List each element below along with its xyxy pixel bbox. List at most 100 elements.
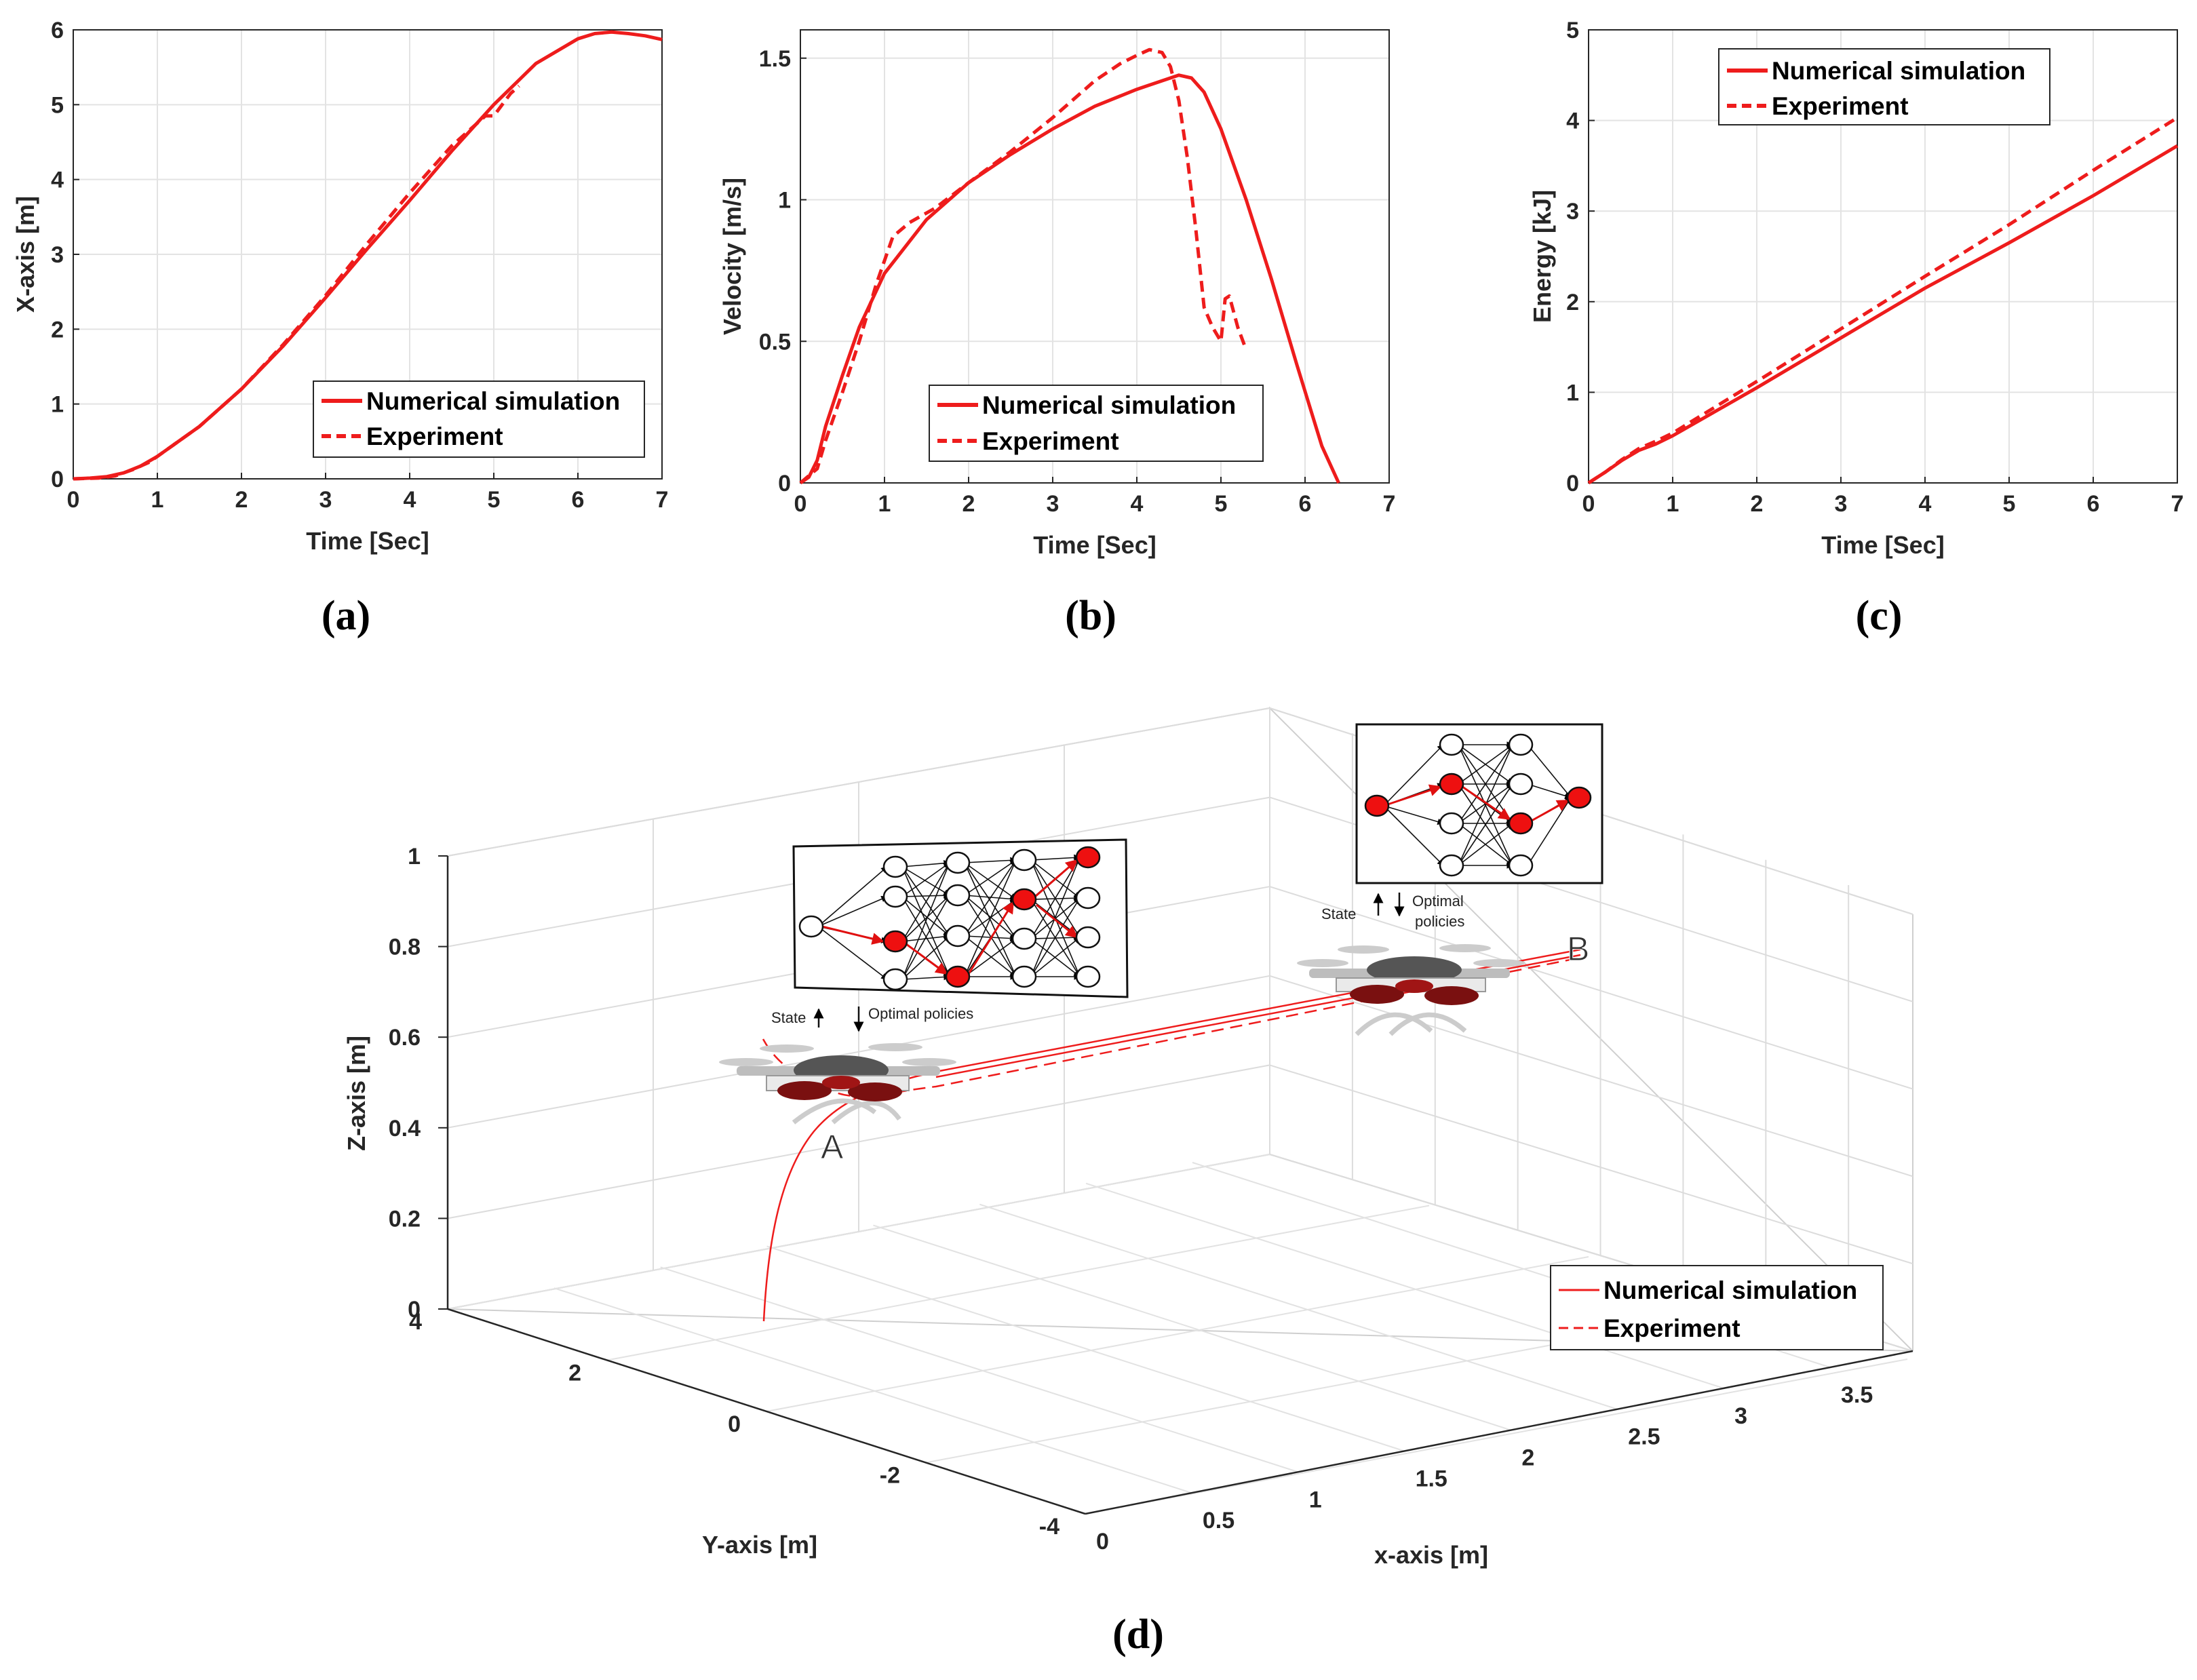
chart-d-xgrid-floor (766, 1245, 1405, 1452)
nn-active-edge (906, 943, 948, 975)
chart-c-xtick-label: 6 (2087, 491, 2100, 517)
nn-node (1075, 886, 1101, 910)
chart-d-ztick-label: 0.6 (389, 1025, 421, 1051)
chart-c-legend[interactable]: Numerical simulation Experiment (1718, 48, 2050, 125)
nn-node (1011, 888, 1037, 911)
chart-a-xtick-label: 2 (235, 487, 248, 513)
nn-active-edge (1387, 784, 1442, 806)
chart-a-xtick-label: 0 (67, 487, 80, 513)
chart-d-ztick-label: 1 (408, 844, 421, 870)
chart-a-x-label: Time [Sec] (306, 527, 429, 555)
nn-edge (1030, 857, 1081, 977)
drone-b-image (1297, 944, 1525, 1036)
chart-d-ztick-label: 0.8 (389, 935, 421, 960)
nn-edge (901, 862, 950, 897)
chart-d-ztick-label: 0.4 (389, 1116, 421, 1141)
nn-edge (964, 862, 1017, 977)
chart-d-xtick-label: 2.5 (1628, 1424, 1660, 1450)
nn-edge (964, 895, 1017, 939)
nn-node (945, 924, 971, 948)
nn-edge (901, 895, 950, 942)
drone-a-image (719, 1043, 956, 1125)
chart-d-xtick-label: 0.5 (1203, 1508, 1234, 1534)
chart-d-ytick-label: -2 (880, 1463, 900, 1489)
chart-d-xtick-label: 1.5 (1416, 1466, 1447, 1491)
nn-edge (964, 862, 1017, 900)
nn-edge (817, 866, 888, 927)
chart-d-legend[interactable]: Numerical simulation Experiment (1550, 1265, 1884, 1350)
nn-edge (964, 857, 1017, 864)
nn-active-edge (1462, 785, 1511, 821)
chart-b-xtick-label: 3 (1047, 491, 1059, 517)
nn-node (945, 884, 971, 907)
chart-d-xtick-label: 1 (1309, 1487, 1322, 1512)
nn-edge (1383, 805, 1444, 825)
chart-a-panel-label: (a) (322, 593, 370, 639)
chart-b-series (799, 47, 1340, 485)
chart-c-panel-label: (c) (1856, 593, 1903, 639)
chart-a-xtick-label: 1 (151, 487, 164, 513)
chart-d-xtick-label: 3.5 (1841, 1382, 1873, 1408)
chart-b-x-label: Time [Sec] (1033, 531, 1156, 559)
chart-d-xgrid-floor (553, 1287, 1192, 1494)
chart-a-ytick-label: 6 (51, 18, 64, 43)
chart-a-series-experiment (73, 84, 520, 481)
nn-active-edge (1034, 859, 1078, 898)
chart-a-y-ticks: 0 1 2 3 4 5 6 (51, 18, 79, 492)
nn-node (945, 965, 971, 988)
chart-d-ygrid-floor (606, 1205, 1430, 1361)
point-label-b: B (1567, 930, 1589, 968)
nn-edge (1383, 805, 1444, 866)
nn-edge (1458, 744, 1513, 866)
nn-inset-a-network (798, 846, 1101, 991)
chart-b-ytick-label: 1.5 (759, 46, 791, 72)
nn-edge (1458, 744, 1513, 824)
nn-edge (817, 926, 888, 980)
chart-d-ygrid-floor (766, 1256, 1589, 1412)
chart-b-xtick-label: 6 (1299, 491, 1312, 517)
chart-c-xtick-label: 5 (2003, 491, 2016, 517)
nn-node (1566, 786, 1592, 809)
chart-b-legend[interactable]: Numerical simulation Experiment (929, 385, 1264, 462)
chart-a-xtick-label: 3 (319, 487, 332, 513)
chart-a-y-label: X-axis [m] (12, 196, 39, 313)
chart-c-ytick-label: 2 (1566, 290, 1579, 315)
nn-node (1075, 926, 1101, 949)
chart-d-ygrid-floor (1085, 1359, 1908, 1515)
nn-edge (1030, 897, 1081, 977)
nn-node (798, 915, 824, 938)
chart-a-series (73, 30, 663, 481)
chart-b-legend-sim: Numerical simulation (982, 391, 1236, 419)
chart-a-legend[interactable]: Numerical simulation Experiment (313, 380, 645, 458)
chart-c-xtick-label: 1 (1667, 491, 1679, 517)
chart-d-zgrid-side (1269, 975, 1913, 1177)
chart-a-xtick-label: 7 (656, 487, 669, 513)
chart-b-xtick-label: 2 (963, 491, 975, 517)
nn-edge (901, 973, 950, 981)
nn-node (1011, 927, 1037, 950)
nn-node (1011, 848, 1037, 872)
chart-c-x-label: Time [Sec] (1821, 531, 1944, 559)
chart-c-xtick-label: 3 (1835, 491, 1848, 517)
chart-d-zgrid-side (1269, 1064, 1913, 1265)
chart-c-y-ticks: 0 1 2 3 4 5 (1566, 18, 1595, 496)
nn-edge (964, 862, 1017, 939)
chart-a: 0 1 2 3 4 5 6 7 0 1 2 3 4 5 6 Time [Sec] X-axis [m] N… (12, 18, 668, 639)
nn-node (1508, 854, 1534, 877)
chart-b-ytick-label: 0.5 (759, 329, 791, 355)
nn-edge (964, 859, 1017, 977)
chart-d-legend-exp: Experiment (1603, 1314, 1741, 1342)
nn-edge (1383, 744, 1444, 806)
chart-a-legend-exp: Experiment (366, 423, 503, 450)
chart-d-panel-label: (d) (1112, 1611, 1164, 1658)
chart-c-ytick-label: 1 (1566, 380, 1579, 406)
nn-edge (964, 938, 1017, 977)
chart-d-y-label: Y-axis [m] (702, 1531, 817, 1559)
chart-c-legend-sim: Numerical simulation (1772, 57, 2025, 85)
chart-d-z-label: Z-axis [m] (343, 1036, 370, 1151)
nn-edge (901, 933, 950, 942)
nn-node (882, 855, 908, 878)
chart-d-ytick-label: 2 (568, 1361, 581, 1386)
nn-b-state-label: State (1321, 905, 1356, 922)
chart-b-series-simulation (799, 73, 1340, 485)
